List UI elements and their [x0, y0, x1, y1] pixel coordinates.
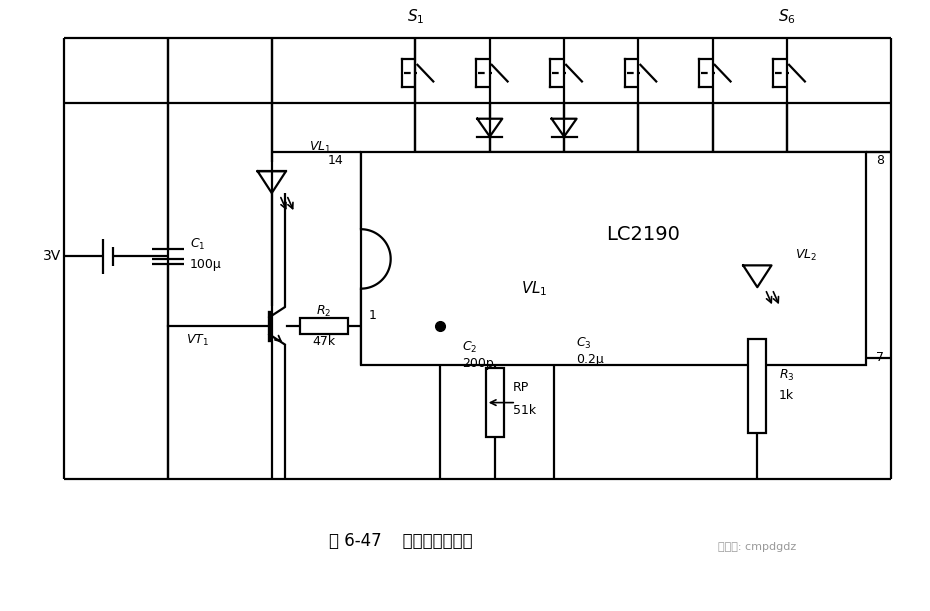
- Text: RP: RP: [512, 381, 529, 394]
- Text: $C_3$: $C_3$: [576, 336, 591, 351]
- Text: 0.2μ: 0.2μ: [576, 353, 604, 366]
- Text: $C_2$: $C_2$: [462, 340, 477, 355]
- Text: $S_6$: $S_6$: [778, 7, 796, 26]
- Text: $R_3$: $R_3$: [779, 368, 794, 384]
- Text: 1k: 1k: [779, 389, 794, 402]
- Text: $VL_1$: $VL_1$: [521, 279, 548, 298]
- Bar: [361, 152, 867, 365]
- Text: $VT_1$: $VT_1$: [186, 333, 209, 348]
- Text: 3V: 3V: [43, 249, 61, 263]
- Bar: [485, 368, 504, 437]
- Text: 51k: 51k: [512, 404, 536, 417]
- Text: 图 6-47    发射电路原理图: 图 6-47 发射电路原理图: [329, 532, 472, 550]
- Text: 8: 8: [876, 154, 884, 167]
- Text: 微信号: cmpdgdz: 微信号: cmpdgdz: [718, 542, 796, 552]
- Text: 7: 7: [876, 351, 884, 364]
- Bar: [299, 318, 348, 334]
- Bar: [749, 339, 766, 433]
- Text: 14: 14: [327, 154, 343, 167]
- Text: $R_2$: $R_2$: [316, 304, 331, 320]
- Text: $S_1$: $S_1$: [406, 7, 424, 26]
- Text: 100μ: 100μ: [190, 258, 221, 271]
- Text: 200p: 200p: [462, 357, 494, 370]
- Text: $VL_2$: $VL_2$: [795, 248, 817, 263]
- Text: $C_1$: $C_1$: [190, 237, 205, 252]
- Text: 1: 1: [369, 309, 377, 323]
- Text: 47k: 47k: [312, 335, 336, 348]
- Text: LC2190: LC2190: [606, 225, 681, 244]
- Text: $VL_1$: $VL_1$: [310, 140, 332, 155]
